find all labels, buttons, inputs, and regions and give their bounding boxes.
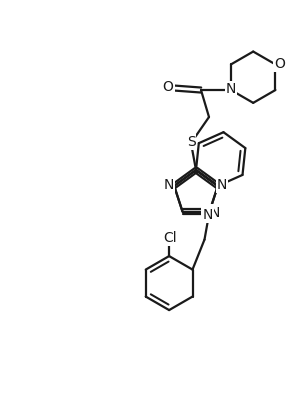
Text: N: N: [209, 206, 220, 220]
Text: S: S: [187, 135, 195, 149]
Text: N: N: [217, 178, 227, 192]
Text: N: N: [226, 82, 236, 96]
Text: N: N: [164, 178, 174, 192]
Text: O: O: [274, 57, 285, 71]
Text: N: N: [202, 208, 213, 222]
Text: Cl: Cl: [163, 231, 177, 245]
Text: O: O: [163, 80, 173, 94]
